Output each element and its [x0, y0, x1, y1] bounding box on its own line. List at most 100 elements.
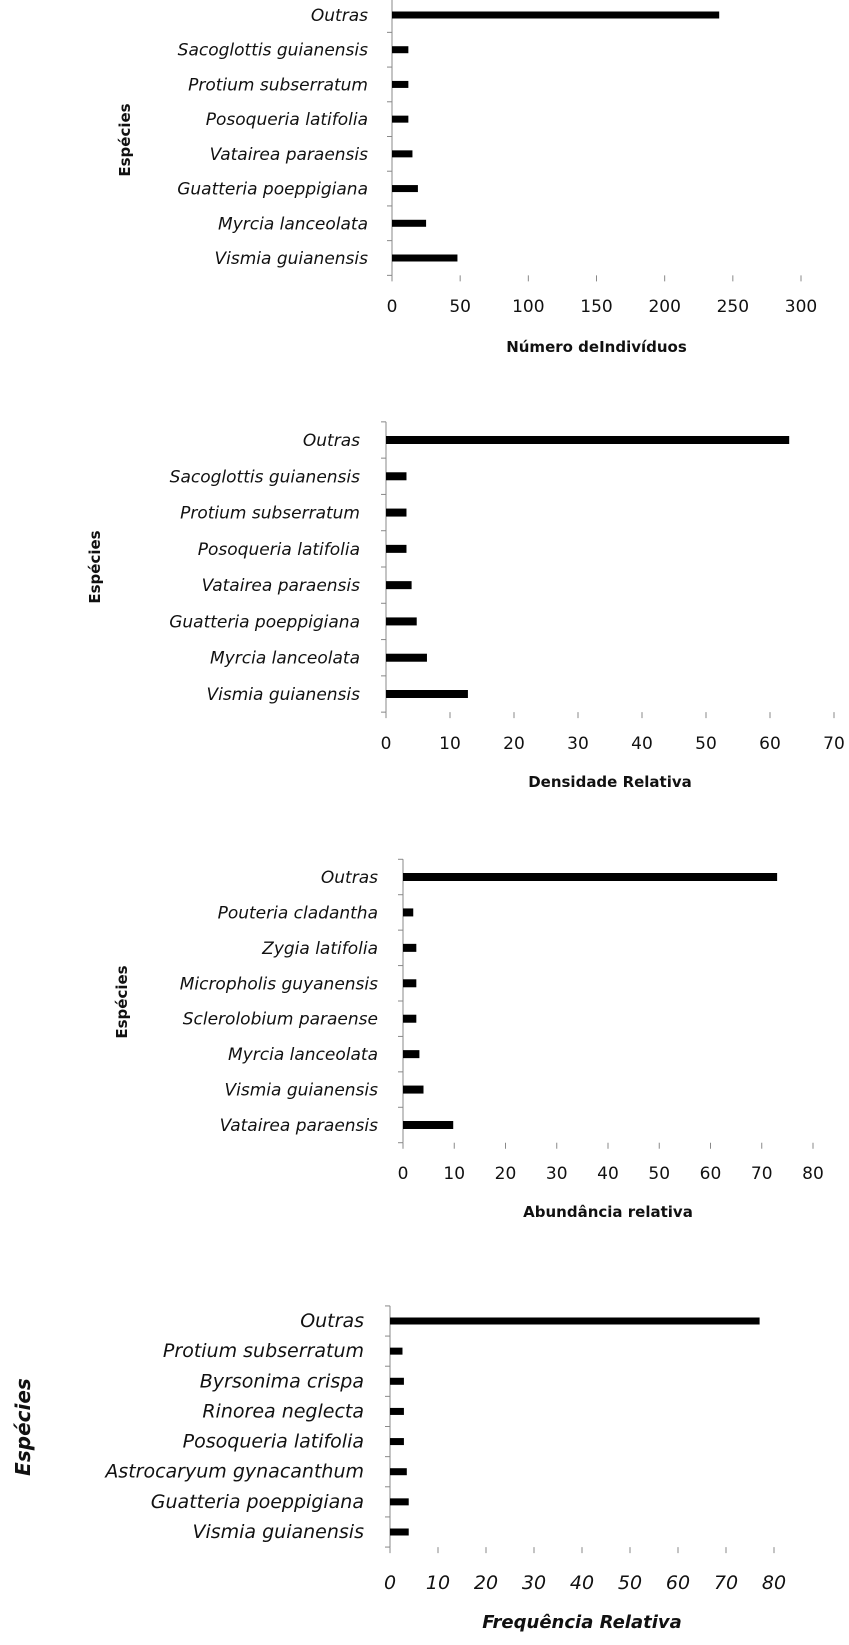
bar-outras [386, 436, 790, 444]
x-tick-label: 40 [570, 1572, 594, 1594]
x-axis-label: Número deIndivíduos [506, 338, 687, 356]
x-tick-label: 0 [398, 1164, 409, 1184]
bar-sacoglottis-guianensis [386, 472, 407, 481]
category-label: Sclerolobium paraense [183, 1010, 378, 1030]
bar-guatteria-poeppigiana [386, 617, 417, 626]
x-tick-label: 50 [449, 297, 471, 317]
category-label: Sacoglottis guianensis [178, 41, 368, 61]
category-label: Vatairea paraensis [220, 1116, 378, 1136]
category-label: Byrsonima crispa [200, 1370, 364, 1392]
x-tick-label: 10 [443, 1164, 465, 1184]
x-tick-label: 0 [381, 734, 392, 754]
bar-pouteria-cladantha [403, 908, 414, 917]
bar-astrocaryum-gynacanthum [390, 1468, 407, 1476]
x-tick-label: 60 [666, 1572, 690, 1594]
category-label: Myrcia lanceolata [218, 214, 368, 234]
x-tick-label: 50 [618, 1572, 642, 1594]
bar-vismia-guianensis [386, 690, 468, 698]
category-label: Vismia guianensis [192, 1521, 364, 1543]
category-label: Protium subserratum [180, 504, 360, 524]
x-tick-label: 20 [495, 1164, 517, 1184]
x-tick-label: 10 [439, 734, 461, 754]
x-tick-label: 20 [474, 1572, 498, 1594]
bar-sacoglottis-guianensis [392, 46, 409, 54]
x-tick-label: 70 [751, 1164, 773, 1184]
bar-posoqueria-latifolia [386, 544, 407, 553]
x-axis-label: Abundância relativa [523, 1203, 693, 1221]
category-label: Guatteria poeppigiana [151, 1491, 364, 1513]
category-label: Myrcia lanceolata [210, 649, 360, 669]
y-axis-label: Espécies [116, 103, 134, 176]
bar-vismia-guianensis [392, 254, 458, 262]
y-axis-label: Espécies [11, 1378, 35, 1476]
category-label: Protium subserratum [188, 75, 368, 95]
x-tick-label: 30 [567, 734, 589, 754]
x-tick-label: 300 [785, 297, 817, 317]
x-tick-label: 50 [648, 1164, 670, 1184]
category-label: Guatteria poeppigiana [169, 612, 360, 632]
x-tick-label: 60 [759, 734, 781, 754]
bar-protium-subserratum [390, 1347, 403, 1355]
chart-3: 0 10 20 30 40 50 60 70 80 Outras Pouteria cladanth… [113, 858, 824, 1221]
x-tick-label: 40 [597, 1164, 619, 1184]
category-label: Posoqueria latifolia [206, 110, 368, 130]
bar-guatteria-poeppigiana [392, 185, 418, 193]
x-tick-label: 30 [546, 1164, 568, 1184]
x-tick-label: 0 [384, 1572, 396, 1594]
bar-vismia-guianensis [403, 1085, 424, 1094]
x-tick-label: 0 [387, 297, 398, 317]
category-label: Vismia guianensis [207, 685, 361, 705]
bar-vatairea-paraensis [403, 1121, 454, 1129]
x-tick-label: 20 [503, 734, 525, 754]
bar-myrcia-lanceolata [386, 653, 427, 662]
x-axis-label: Densidade Relativa [528, 773, 692, 791]
category-label: Outras [311, 6, 368, 26]
category-label: Zygia latifolia [261, 939, 378, 959]
x-tick-label: 80 [762, 1572, 786, 1594]
y-axis-label: Espécies [113, 965, 131, 1038]
chart-2: 0 10 20 30 40 50 60 70 Outras Sacoglottis guianen… [86, 421, 845, 791]
category-label: Myrcia lanceolata [228, 1045, 378, 1065]
bar-myrcia-lanceolata [403, 1050, 420, 1059]
category-label: Pouteria cladantha [218, 903, 378, 923]
bar-protium-subserratum [392, 80, 409, 88]
bar-outras [403, 873, 778, 881]
category-label: Micropholis guyanensis [180, 974, 378, 994]
category-label: Posoqueria latifolia [198, 540, 360, 560]
category-label: Guatteria poeppigiana [177, 180, 368, 200]
x-tick-label: 40 [631, 734, 653, 754]
x-tick-label: 10 [426, 1572, 450, 1594]
bar-zygia-latifolia [403, 943, 417, 952]
bar-protium-subserratum [386, 508, 407, 517]
x-tick-label: 100 [512, 297, 544, 317]
category-label: Outras [300, 1310, 364, 1332]
category-label: Vismia guianensis [215, 249, 369, 269]
bar-guatteria-poeppigiana [390, 1498, 409, 1506]
category-label: Posoqueria latifolia [183, 1431, 364, 1453]
category-label: Astrocaryum gynacanthum [103, 1461, 364, 1483]
x-tick-label: 30 [522, 1572, 546, 1594]
bar-byrsonima-crispa [390, 1377, 404, 1385]
category-label: Vatairea paraensis [210, 145, 368, 165]
bar-vismia-guianensis [390, 1528, 409, 1536]
category-label: Vismia guianensis [225, 1081, 379, 1101]
bar-rinorea-neglecta [390, 1407, 404, 1415]
bar-outras [390, 1317, 760, 1325]
bar-posoqueria-latifolia [390, 1438, 404, 1446]
y-axis-label: Espécies [86, 530, 104, 603]
x-tick-label: 70 [823, 734, 845, 754]
bar-outras [392, 11, 720, 19]
bar-sclerolobium-paraense [403, 1014, 417, 1023]
category-label: Outras [321, 868, 378, 888]
bar-myrcia-lanceolata [392, 219, 427, 227]
bar-micropholis-guyanensis [403, 979, 417, 988]
bar-posoqueria-latifolia [392, 115, 409, 123]
x-tick-label: 70 [714, 1572, 738, 1594]
category-label: Outras [303, 431, 360, 451]
x-tick-label: 200 [648, 297, 680, 317]
chart-4: 0 10 20 30 40 50 60 70 80 Outras Protium subserrat… [11, 1305, 786, 1633]
x-axis-label: Frequência Relativa [482, 1612, 682, 1633]
x-tick-label: 250 [717, 297, 749, 317]
x-tick-label: 80 [802, 1164, 824, 1184]
